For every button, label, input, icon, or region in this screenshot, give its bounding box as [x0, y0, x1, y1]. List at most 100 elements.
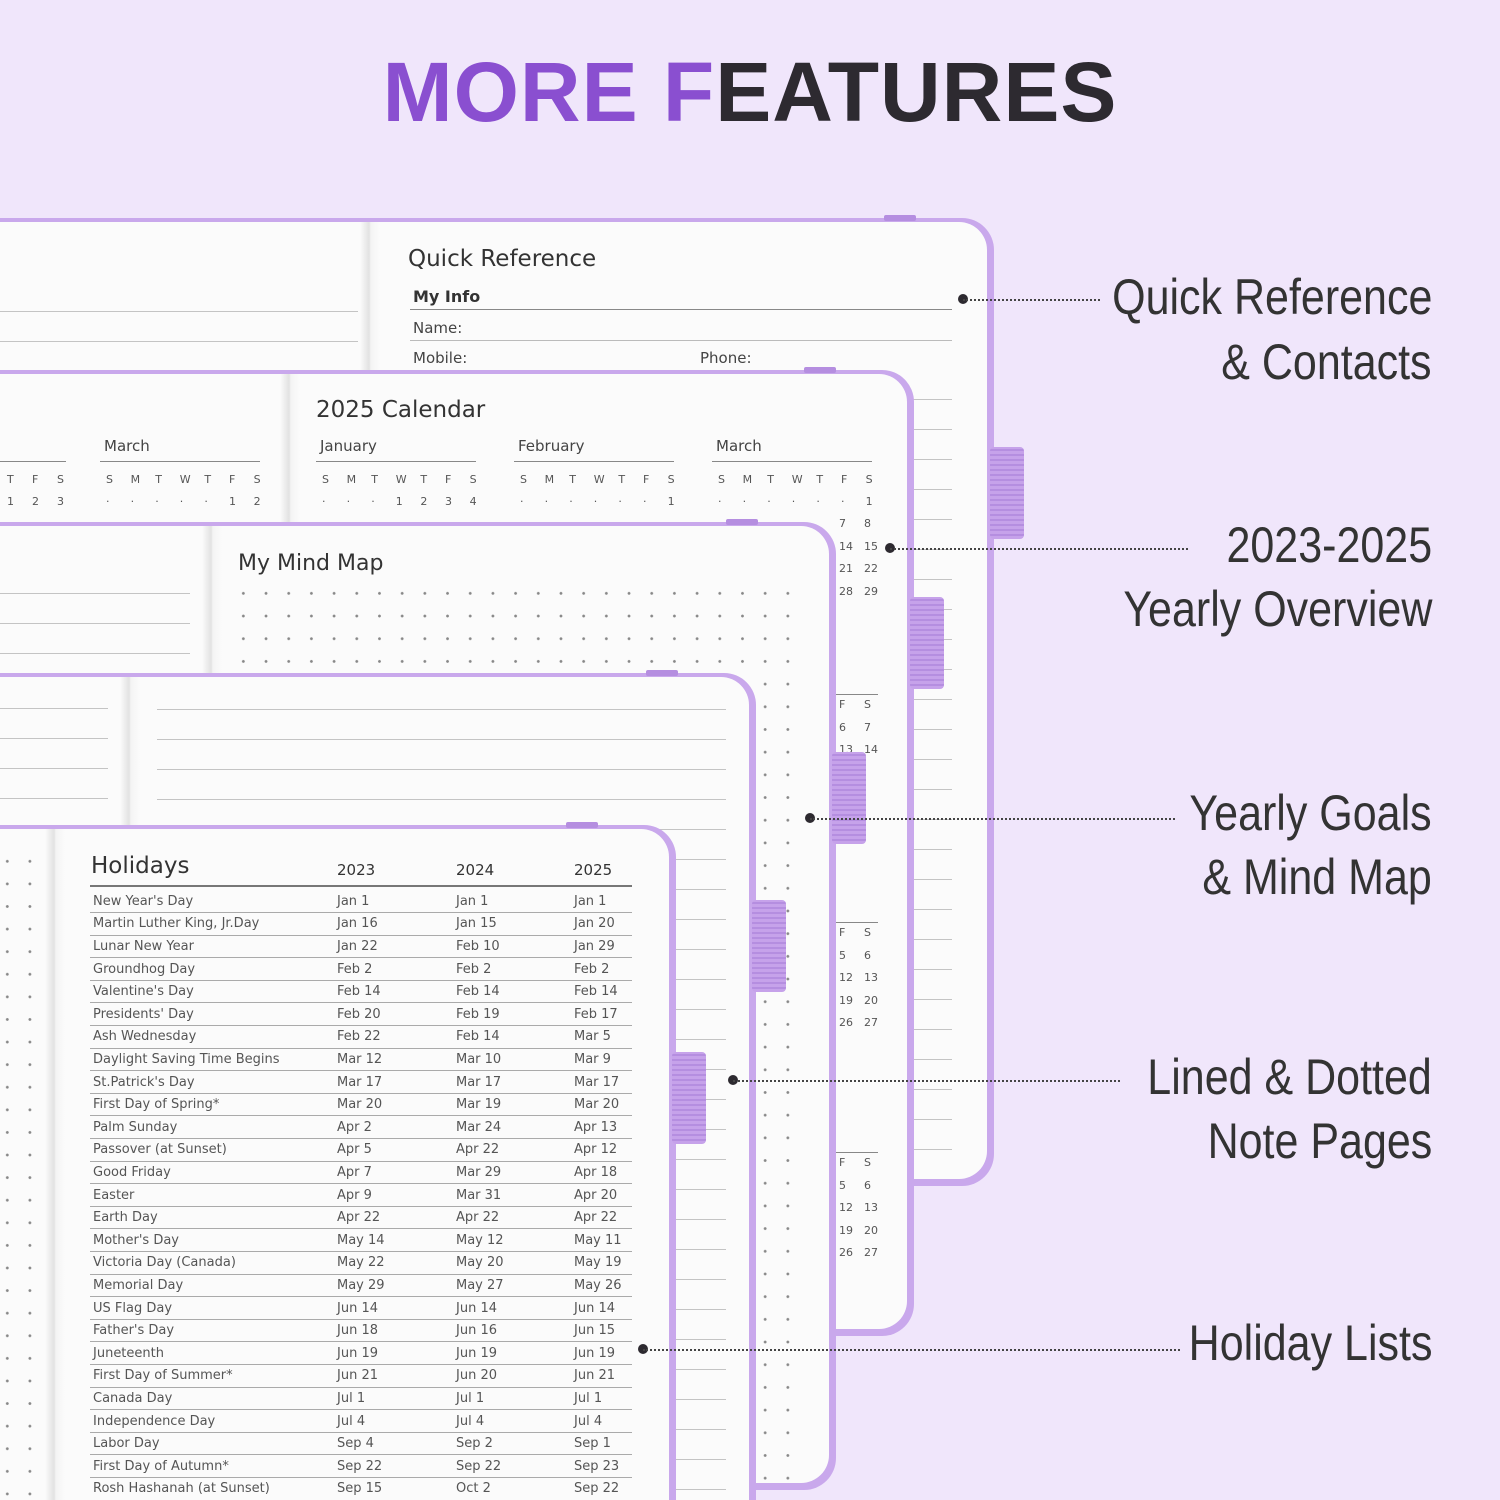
title: MORE FEATURES — [0, 44, 1500, 141]
day: · — [130, 494, 135, 508]
weekday: T — [155, 472, 162, 486]
page-title: My Mind Map — [238, 550, 384, 576]
day: · — [791, 494, 796, 508]
month-name: February — [518, 436, 585, 455]
holiday-date: Feb 17 — [574, 1006, 618, 1022]
holiday-name: US Flag Day — [93, 1300, 173, 1316]
day: · — [742, 494, 747, 508]
holiday-date: Jun 18 — [337, 1323, 378, 1339]
rule — [90, 1138, 632, 1139]
holiday-date: Apr 22 — [574, 1210, 618, 1226]
dot-grid — [0, 850, 40, 1500]
rule — [90, 1205, 632, 1207]
holiday-date: Feb 14 — [456, 1029, 500, 1045]
holiday-name: First Day of Summer* — [93, 1368, 233, 1384]
holiday-date: Jun 19 — [337, 1345, 378, 1361]
holiday-date: Feb 14 — [337, 984, 381, 1000]
notebook-pages: Holidays 2023 2024 2025 New Year's Day Jan 1 J… — [0, 829, 669, 1500]
day: 3 — [57, 494, 64, 508]
callout-leader — [733, 1080, 1120, 1082]
holiday-date: Sep 22 — [337, 1458, 383, 1474]
rule — [90, 1341, 632, 1343]
holiday-name: Labor Day — [93, 1436, 160, 1452]
callout-leader — [890, 548, 1188, 550]
weekday: S — [253, 472, 261, 486]
weekday: M — [130, 472, 141, 486]
day: 7 — [864, 720, 871, 734]
weekday: F — [841, 472, 848, 486]
holiday-date: Apr 18 — [574, 1165, 618, 1181]
month-name: March — [104, 436, 150, 455]
day: F — [839, 697, 846, 711]
day: 13 — [864, 1201, 878, 1215]
callout-text: Yearly Goals — [1189, 785, 1432, 841]
day: 2 — [253, 494, 261, 508]
elastic-top — [726, 519, 758, 525]
weekday: W — [593, 472, 605, 486]
holiday-date: Jan 1 — [574, 893, 607, 909]
holiday-name: Mother's Day — [93, 1232, 179, 1248]
weekday: T — [7, 472, 14, 486]
year-heading: 2023 — [337, 860, 376, 879]
day: 1 — [865, 494, 873, 508]
elastic-top — [646, 670, 678, 676]
rule — [90, 934, 632, 936]
rule — [90, 979, 632, 981]
day: · — [544, 494, 549, 508]
day: 7 — [839, 516, 846, 530]
day: 3 — [445, 494, 452, 508]
holiday-date: Apr 12 — [574, 1142, 618, 1158]
holiday-date: May 12 — [456, 1232, 504, 1248]
day: 26 — [839, 1246, 853, 1260]
holiday-name: Independence Day — [93, 1413, 216, 1429]
day: · — [520, 494, 524, 508]
day: S — [864, 925, 871, 939]
rule — [712, 461, 872, 462]
callout-text: Yearly Overview — [1122, 581, 1432, 637]
day: 15 — [864, 539, 878, 553]
holiday-date: Mar 10 — [456, 1052, 502, 1068]
elastic-top — [884, 215, 916, 221]
callout-text: Lined & Dotted — [1147, 1049, 1432, 1105]
weekday: T — [816, 472, 824, 486]
holiday-date: Jul 4 — [337, 1413, 366, 1429]
holiday-name: Memorial Day — [93, 1278, 184, 1294]
holiday-date: Mar 17 — [337, 1074, 383, 1090]
rule — [90, 1318, 632, 1320]
day: · — [593, 494, 598, 508]
bookmark-band — [990, 447, 1024, 539]
holiday-date: Jun 14 — [337, 1300, 378, 1316]
holiday-name: First Day of Spring* — [93, 1097, 220, 1113]
holiday-date: Apr 7 — [337, 1165, 372, 1181]
title-accent: MORE F — [382, 45, 716, 139]
rule — [90, 912, 632, 913]
day: 19 — [839, 1223, 853, 1237]
holiday-name: Passover (at Sunset) — [93, 1142, 227, 1158]
rule — [90, 1477, 632, 1478]
callout-text: 2023-2025 — [1226, 517, 1432, 573]
holiday-date: Mar 19 — [456, 1097, 502, 1113]
holiday-date: Jun 20 — [456, 1368, 497, 1384]
weekday: S — [106, 472, 113, 486]
rule — [316, 461, 476, 462]
holiday-date: Mar 31 — [456, 1187, 502, 1203]
holiday-date: Feb 2 — [337, 961, 373, 977]
holiday-name: Father's Day — [93, 1323, 175, 1339]
title-rest: EATURES — [715, 45, 1118, 139]
holiday-name: Earth Day — [93, 1210, 158, 1226]
month-name: March — [716, 436, 762, 455]
day: · — [371, 494, 375, 508]
holiday-name: St.Patrick's Day — [93, 1074, 195, 1090]
rule — [90, 1296, 632, 1298]
holiday-date: Apr 22 — [456, 1142, 500, 1158]
holiday-date: Mar 9 — [574, 1052, 611, 1068]
day: 1 — [667, 494, 675, 508]
holiday-date: Jan 29 — [574, 939, 615, 955]
notebook: Holidays 2023 2024 2025 New Year's Day Jan 1 J… — [0, 822, 706, 1500]
weekday: T — [371, 472, 378, 486]
weekday: F — [32, 472, 39, 486]
day: 1 — [395, 494, 403, 508]
day: 1 — [7, 494, 14, 508]
rule — [514, 461, 674, 462]
